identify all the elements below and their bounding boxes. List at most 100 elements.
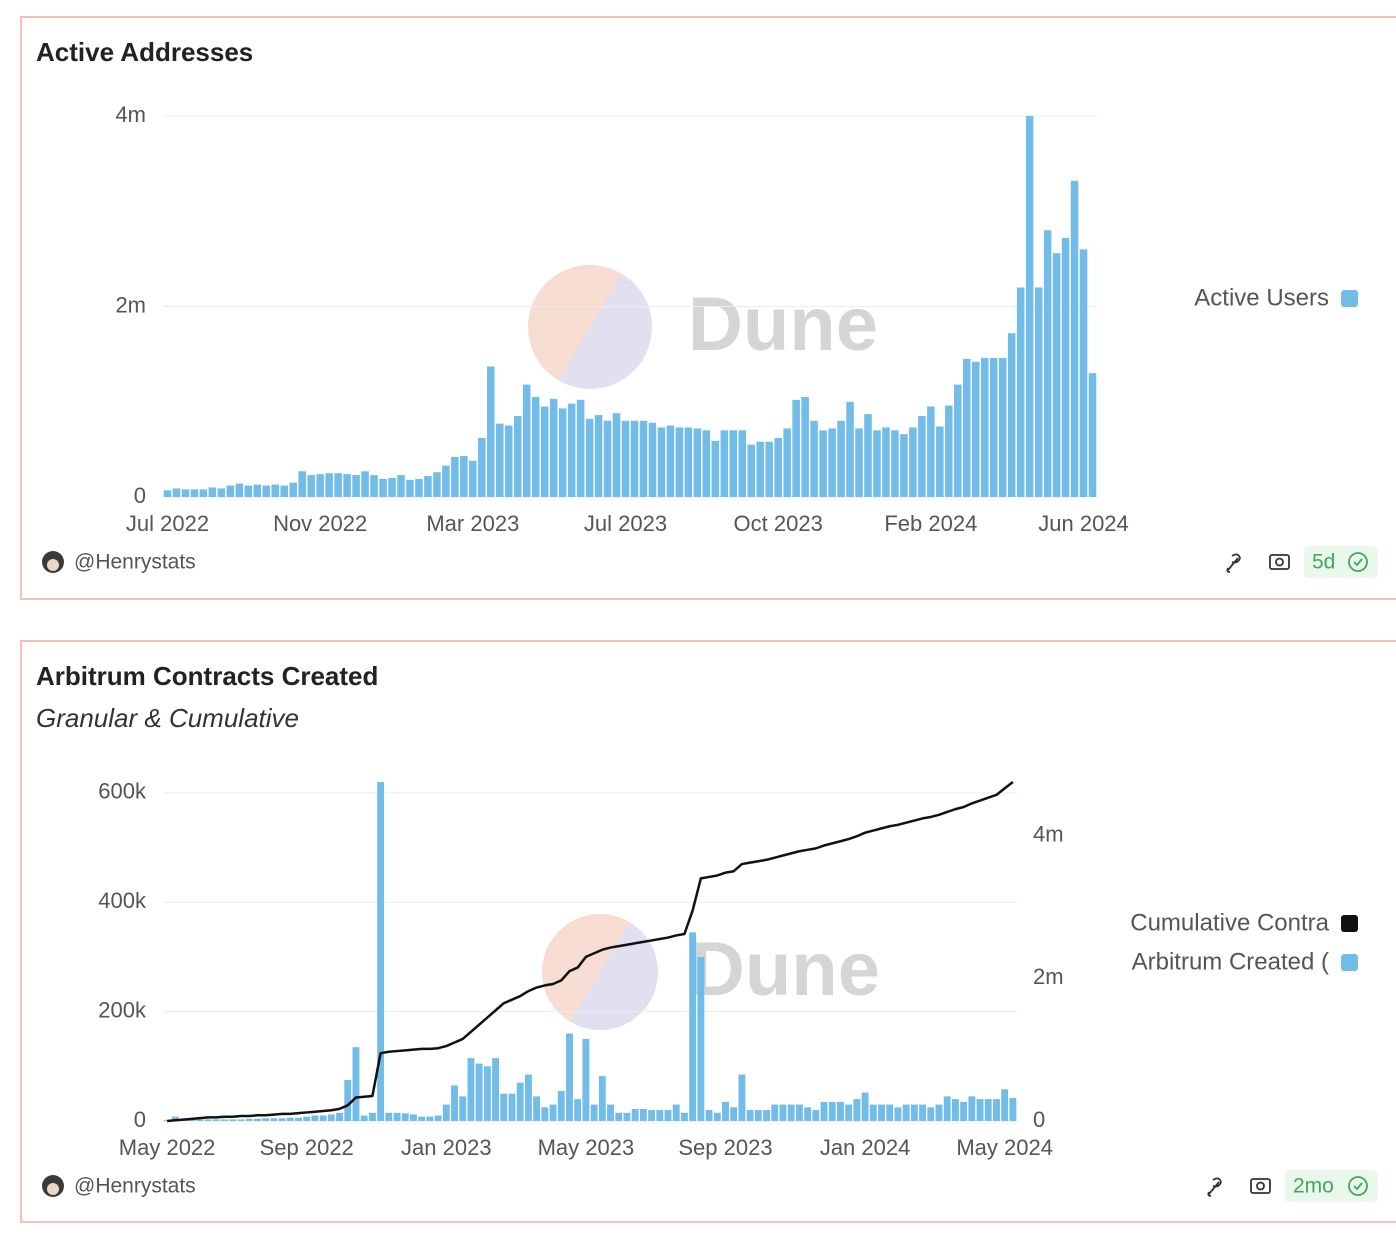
y2-tick-label: 2m — [1033, 964, 1064, 989]
bar — [684, 427, 693, 497]
bar — [316, 474, 324, 497]
bar — [226, 485, 235, 497]
bar — [729, 430, 738, 497]
bar — [360, 1115, 368, 1121]
bar — [524, 1074, 532, 1121]
author[interactable]: @Henrystats — [74, 551, 196, 574]
bar — [960, 1101, 968, 1121]
bar — [968, 1096, 976, 1121]
x-tick-label: Mar 2023 — [426, 511, 519, 536]
bar — [845, 1104, 853, 1121]
bar — [245, 1118, 253, 1121]
x-tick-label: Jan 2023 — [401, 1135, 492, 1160]
bar — [212, 1119, 220, 1121]
bar — [567, 403, 576, 497]
bar — [492, 1058, 500, 1121]
bar — [828, 1101, 836, 1121]
avatar-face — [47, 1183, 59, 1195]
x-tick-label: May 2023 — [538, 1135, 635, 1160]
legend-swatch — [1341, 915, 1358, 932]
bar — [475, 1063, 483, 1121]
x-tick-label: Nov 2022 — [273, 511, 367, 536]
bar — [771, 1104, 779, 1121]
bar — [648, 1110, 656, 1121]
embed-icon[interactable] — [1226, 553, 1241, 573]
bar — [1025, 116, 1034, 497]
bar — [720, 430, 729, 497]
bar — [451, 456, 459, 497]
bar — [434, 1115, 442, 1121]
bar — [508, 1093, 516, 1121]
bar — [976, 1099, 984, 1121]
card — [20, 640, 1396, 1223]
bar — [235, 483, 244, 497]
y2-tick-label: 0 — [1033, 1107, 1045, 1132]
bar — [531, 396, 540, 497]
bar — [648, 422, 657, 497]
bar — [469, 460, 477, 497]
bar — [352, 1047, 360, 1121]
bar — [327, 1114, 335, 1121]
bar — [754, 1110, 762, 1121]
bar — [853, 1099, 861, 1121]
bar — [697, 956, 705, 1121]
bar — [900, 434, 908, 497]
bar — [631, 1108, 639, 1121]
bar — [951, 1099, 959, 1121]
bar — [730, 1107, 738, 1121]
bar — [722, 1101, 729, 1121]
bar — [549, 1104, 557, 1121]
bar — [442, 1104, 450, 1121]
bar — [590, 1104, 598, 1121]
bar — [656, 1110, 664, 1121]
card — [20, 16, 1396, 600]
y-tick-label: 400k — [98, 888, 147, 913]
bar — [271, 484, 280, 497]
legend-swatch — [1341, 290, 1358, 307]
bar — [217, 488, 226, 497]
line — [167, 781, 1014, 1123]
bar — [837, 1101, 844, 1121]
bar — [401, 1113, 409, 1121]
bar — [909, 427, 917, 497]
bar — [787, 1104, 795, 1121]
screenshot-icon[interactable] — [1250, 1178, 1271, 1194]
bar — [792, 399, 800, 497]
bar — [936, 426, 944, 497]
author[interactable]: @Henrystats — [74, 1175, 196, 1198]
bar — [262, 485, 271, 497]
bar — [190, 489, 199, 497]
screenshot-icon[interactable] — [1269, 554, 1290, 570]
bar — [705, 1110, 713, 1121]
bar — [623, 1112, 631, 1121]
bar — [1009, 1098, 1017, 1121]
x-tick-label: May 2024 — [956, 1135, 1053, 1160]
bar — [424, 476, 432, 497]
bar — [286, 1117, 294, 1121]
bar — [334, 473, 342, 497]
bar — [801, 396, 809, 497]
bar — [585, 418, 594, 497]
badge-text: 2mo — [1293, 1175, 1334, 1198]
bar — [971, 361, 980, 497]
bar — [675, 427, 684, 497]
bar — [410, 1114, 417, 1121]
bar — [500, 1093, 508, 1121]
bar — [504, 425, 513, 497]
bar — [377, 782, 385, 1121]
bar — [433, 472, 441, 497]
bar — [672, 1104, 680, 1121]
bar — [910, 1104, 918, 1121]
bar — [980, 357, 989, 497]
bar — [478, 437, 486, 497]
bar — [370, 475, 378, 497]
bar — [522, 384, 531, 497]
bar — [361, 471, 369, 497]
bar — [303, 1116, 311, 1121]
embed-icon[interactable] — [1207, 1177, 1222, 1197]
legend-swatch — [1341, 954, 1358, 971]
bar — [747, 444, 756, 497]
bar — [763, 1110, 770, 1121]
legend-label: Active Users — [1194, 284, 1329, 311]
